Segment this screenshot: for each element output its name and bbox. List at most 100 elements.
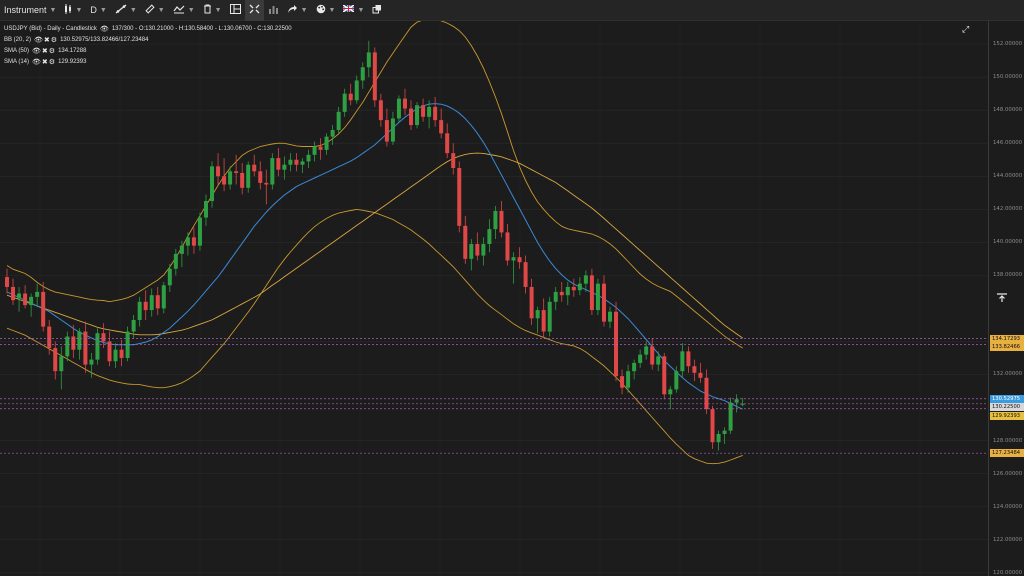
timeframe-selector[interactable]: D ▼	[86, 0, 110, 21]
legend-sma50-name: SMA (50)	[4, 48, 30, 54]
volume-button[interactable]	[264, 0, 283, 21]
candle-body	[228, 171, 233, 185]
layout-button[interactable]	[226, 0, 245, 21]
gear-icon[interactable]: ⚙	[48, 59, 56, 66]
bollinger-lower-band	[6, 208, 743, 465]
candle-body	[565, 286, 570, 296]
price-tick-label: 140.00000	[993, 239, 1023, 246]
bb-visibility-toggle[interactable]: 👁 ✖ ⚙	[34, 35, 57, 46]
candle-body	[487, 229, 492, 244]
candle-body	[179, 245, 184, 254]
candle-body	[650, 346, 655, 365]
price-tag-label: 133.82466	[990, 343, 1024, 352]
candle-body	[559, 291, 564, 296]
candle-body	[65, 336, 70, 357]
candle-body	[149, 295, 154, 311]
candle-body	[463, 225, 468, 259]
chevron-down-icon: ▼	[75, 6, 83, 14]
price-tick-label: 150.00000	[993, 74, 1023, 81]
price-tick-label: 146.00000	[993, 140, 1023, 147]
candle-body	[372, 52, 377, 101]
price-chart[interactable]	[0, 18, 988, 576]
legend-bb-row: BB (20, 2) 👁 ✖ ⚙ 130.52975/133.82466/127…	[4, 35, 292, 46]
candle-body	[620, 376, 625, 388]
candle-body	[185, 237, 190, 246]
language-selector[interactable]: ▼	[339, 0, 368, 21]
eye-icon[interactable]: 👁	[32, 48, 41, 55]
price-axis[interactable]: 152.00000 150.00000 148.00000 146.00000 144.…	[988, 21, 1024, 576]
popout-window-icon	[372, 4, 382, 17]
legend-bar-info: 137/300 - O:130.21000 - H:130.58400 - L:…	[111, 26, 292, 32]
measure-tools-button[interactable]: ▼	[141, 0, 169, 21]
candle-body	[421, 105, 426, 117]
chevron-down-icon: ▼	[300, 6, 308, 14]
candle-body	[131, 319, 136, 332]
candle-body	[427, 106, 432, 117]
share-button[interactable]: ▼	[283, 0, 312, 21]
candle-body	[571, 286, 576, 291]
eye-icon[interactable]: 👁	[34, 37, 43, 44]
close-icon[interactable]: ✖	[43, 37, 50, 44]
candle-body	[125, 331, 130, 358]
candle-body	[638, 354, 643, 363]
delete-button[interactable]: ▼	[199, 0, 226, 21]
sma50-visibility-toggle[interactable]: 👁 ✖ ⚙	[32, 46, 55, 57]
candle-body	[698, 372, 703, 378]
chart-area[interactable]	[0, 18, 988, 576]
candle-body	[553, 291, 558, 302]
candle-body	[294, 159, 299, 165]
legend-sma14-value: 129.92393	[58, 59, 87, 65]
theme-button[interactable]: ▼	[312, 0, 340, 21]
candle-body	[342, 93, 347, 112]
price-tick-label: 148.00000	[993, 107, 1023, 114]
sma14-visibility-toggle[interactable]: 👁 ✖ ⚙	[32, 57, 55, 68]
drawing-tools-button[interactable]: ▼	[111, 0, 141, 21]
gear-icon[interactable]: ⚙	[48, 48, 56, 55]
close-icon[interactable]: ✖	[41, 48, 48, 55]
candle-body	[23, 293, 28, 306]
legend-sma50-row: SMA (50) 👁 ✖ ⚙ 134.17288	[4, 46, 292, 57]
candle-body	[668, 389, 673, 395]
popout-button[interactable]	[368, 0, 386, 21]
chevron-down-icon: ▼	[187, 6, 195, 14]
gear-icon[interactable]: ⚙	[50, 37, 58, 44]
candle-body	[312, 146, 317, 155]
indicators-button[interactable]: ▼	[169, 0, 199, 21]
candle-body	[734, 399, 739, 403]
chart-type-selector[interactable]: ▼	[60, 0, 86, 21]
price-tick-label: 152.00000	[993, 41, 1023, 48]
sma-50-line	[6, 152, 743, 339]
axis-scale-handle-icon[interactable]	[995, 292, 1009, 304]
candle-body	[210, 166, 215, 202]
candle-body	[415, 105, 420, 126]
price-tick-label: 126.00000	[993, 470, 1023, 477]
price-tick-label: 120.00000	[993, 569, 1023, 576]
candle-body	[740, 403, 745, 405]
candle-body	[258, 171, 263, 183]
toolbar: Instrument ▼ ▼ D ▼ ▼ ▼ ▼ ▼	[0, 0, 1024, 21]
candle-body	[366, 52, 371, 68]
candle-body	[288, 159, 293, 165]
chevron-down-icon: ▼	[214, 6, 222, 14]
candle-body	[662, 356, 667, 395]
candle-body	[686, 351, 691, 367]
close-icon[interactable]: ✖	[41, 59, 48, 66]
candle-body	[439, 120, 444, 134]
candle-body	[47, 326, 52, 349]
candle-body	[499, 210, 504, 233]
candle-body	[167, 268, 172, 286]
crosshair-icon	[249, 4, 260, 17]
eye-icon[interactable]: 👁	[99, 26, 109, 33]
candle-body	[511, 257, 516, 261]
instrument-selector[interactable]: Instrument ▼	[0, 0, 60, 21]
legend-bb-values: 130.52975/133.82466/127.23484	[60, 37, 149, 43]
candle-body	[264, 182, 269, 185]
candle-body	[632, 362, 637, 372]
legend-instrument: USDJPY (Bid) - Daily - Candlestick	[4, 26, 97, 32]
expand-arrows-icon[interactable]: ⤢	[962, 24, 970, 34]
crosshair-button[interactable]	[244, 0, 264, 21]
candle-body	[728, 402, 733, 431]
candle-body	[493, 210, 498, 230]
candle-body	[583, 275, 588, 284]
eye-icon[interactable]: 👁	[32, 59, 41, 66]
